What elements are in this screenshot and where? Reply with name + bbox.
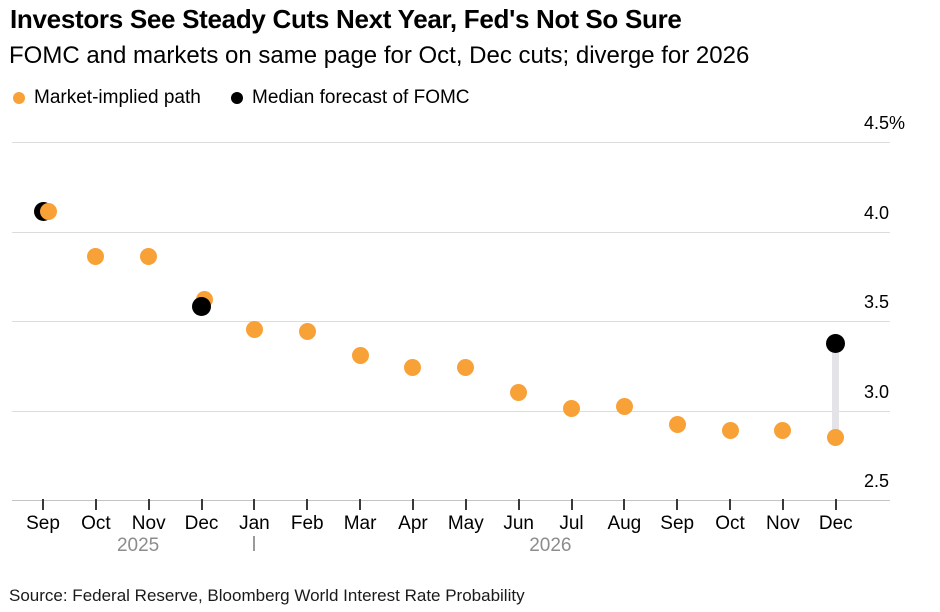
legend-fomc-dot-icon: [231, 92, 243, 104]
x-axis-tick: [94, 499, 97, 510]
fomc-dot-dec-2025: [192, 297, 212, 317]
x-axis-tick: [200, 499, 203, 510]
x-axis-tick: [306, 499, 309, 510]
x-axis-tick: [411, 499, 414, 510]
gridline: [12, 142, 890, 143]
x-axis-label: Dec: [184, 513, 219, 534]
market-dot-nov-2025: [140, 248, 158, 266]
market-dot-feb-2026: [298, 323, 316, 341]
chart-subtitle: FOMC and markets on same page for Oct, D…: [9, 42, 750, 69]
market-dot-jul-2026: [563, 400, 580, 418]
y-axis-label: 3.5: [864, 292, 890, 312]
x-axis-label: Jul: [559, 513, 584, 534]
market-dot-aug-2026: [615, 398, 633, 416]
x-axis-label: Apr: [398, 513, 428, 534]
legend-item-fomc: Median forecast of FOMC: [231, 87, 470, 109]
gridline: [12, 231, 890, 233]
x-axis-tick: [359, 499, 362, 510]
y-axis-label: 4.0: [864, 202, 890, 223]
x-axis-label: Nov: [765, 513, 800, 534]
divergence-connector: [832, 343, 840, 438]
legend: Market-implied path Median forecast of F…: [13, 87, 613, 111]
y-axis-label: 2.5: [864, 471, 890, 491]
year-divider: [253, 536, 256, 551]
x-axis-label: Aug: [607, 513, 642, 534]
x-axis-tick: [253, 499, 256, 510]
x-axis-tick: [42, 499, 44, 510]
x-axis-label: Sep: [660, 513, 695, 534]
x-axis-tick: [517, 499, 520, 510]
x-axis-tick: [464, 499, 467, 510]
gridline: [12, 410, 890, 412]
x-axis-label: Sep: [26, 513, 60, 534]
x-axis-label: Mar: [343, 513, 377, 534]
market-dot-jan-2026: [245, 321, 263, 339]
x-axis-tick: [147, 499, 150, 510]
x-axis-tick: [570, 499, 573, 510]
year-label: 2025: [116, 535, 160, 556]
market-dot-mar-2026: [351, 346, 369, 364]
x-axis-tick: [781, 499, 784, 510]
market-dot-sep-2025: [39, 203, 57, 221]
source-note: Source: Federal Reserve, Bloomberg World…: [9, 586, 525, 605]
legend-fomc-label: Median forecast of FOMC: [252, 87, 470, 108]
x-axis-label: Nov: [131, 513, 166, 534]
fomc-dot-dec-2026: [826, 333, 846, 353]
chart-title: Investors See Steady Cuts Next Year, Fed…: [10, 4, 682, 34]
market-dot-dec-2026: [827, 428, 845, 446]
x-axis-label: Jun: [503, 513, 534, 534]
year-label: 2026: [529, 535, 572, 556]
x-axis-label: May: [447, 513, 484, 534]
legend-item-market: Market-implied path: [13, 87, 201, 109]
x-axis-label: Oct: [81, 513, 111, 534]
x-axis-label: Dec: [818, 513, 853, 534]
x-axis-tick: [676, 499, 679, 510]
legend-market-label: Market-implied path: [34, 87, 201, 108]
market-dot-jun-2026: [510, 384, 528, 402]
market-dot-nov-2026: [774, 421, 792, 439]
x-axis-label: Jan: [239, 513, 270, 534]
market-dot-oct-2026: [721, 421, 739, 439]
x-axis-tick: [623, 499, 626, 510]
x-axis-tick: [729, 499, 732, 510]
legend-market-dot-icon: [13, 92, 25, 104]
x-axis-label: Oct: [715, 513, 745, 534]
market-dot-apr-2026: [404, 359, 422, 377]
x-axis-line: [12, 500, 890, 501]
market-dot-sep-2026: [668, 416, 686, 434]
x-axis-label: Feb: [290, 513, 324, 534]
market-dot-oct-2025: [87, 248, 105, 266]
market-dot-may-2026: [457, 359, 475, 377]
x-axis-tick: [834, 499, 837, 510]
y-axis-label: 4.5%: [864, 113, 906, 133]
y-axis-label: 3.0: [864, 381, 890, 402]
gridline: [12, 321, 890, 322]
